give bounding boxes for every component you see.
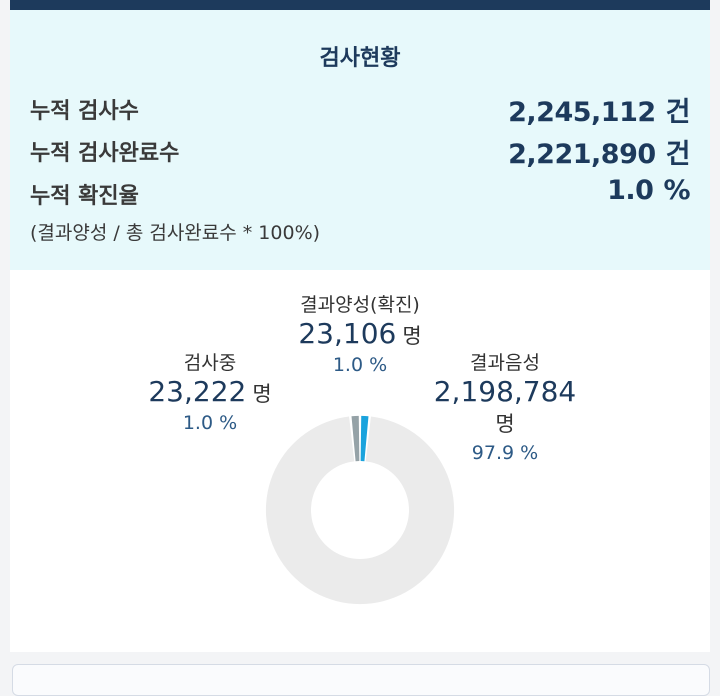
positive-rate-unit: %	[663, 175, 690, 206]
total-tests-label: 누적 검사수	[30, 99, 139, 124]
negative-name: 결과음성	[470, 352, 540, 374]
test-status-panel: 검사현황 누적 검사수 2,245,112 건 누적 검사완료수 2,221,89…	[10, 10, 710, 270]
positive-rate-number: 1.0	[607, 175, 654, 206]
total-tests-number: 2,245,112	[508, 97, 656, 128]
positive-count: 23,106 명	[240, 317, 480, 350]
next-section-card	[12, 664, 710, 696]
positive-percent: 1.0 %	[332, 354, 388, 376]
positive-rate-value: 1.0%	[607, 175, 690, 206]
positive-segment-label: 결과양성(확진) 23,106 명 1.0 %	[240, 290, 480, 376]
donut-slice-pending	[351, 415, 360, 462]
pending-count-unit: 명	[252, 382, 272, 406]
negative-percent: 97.9 %	[471, 442, 539, 464]
negative-segment-label: 결과음성 2,198,784 명 97.9 %	[420, 348, 590, 464]
top-accent-bar	[10, 0, 710, 10]
pending-percent: 1.0 %	[182, 412, 238, 434]
positive-rate-label: 누적 확진율	[30, 184, 139, 209]
completed-tests-unit: 건	[665, 139, 691, 170]
test-result-donut-chart	[265, 415, 455, 605]
negative-count-number: 2,198,784	[433, 375, 577, 408]
positive-name: 결과양성(확진)	[300, 294, 420, 316]
negative-count-unit: 명	[495, 412, 515, 436]
total-tests-unit: 건	[665, 97, 691, 128]
pending-segment-label: 검사중 23,222 명 1.0 %	[130, 348, 290, 434]
completed-tests-value: 2,221,890 건	[508, 132, 690, 171]
pending-count: 23,222 명	[130, 375, 290, 408]
donut-slice-positive	[360, 415, 369, 462]
panel-title: 검사현황	[319, 46, 401, 71]
total-tests-value: 2,245,112 건	[508, 90, 690, 129]
positive-rate-formula-note: (결과양성 / 총 검사완료수 * 100%)	[30, 222, 321, 244]
positive-count-unit: 명	[402, 324, 422, 348]
pending-count-number: 23,222	[148, 375, 247, 408]
donut-slice-negative	[265, 416, 455, 605]
completed-tests-label: 누적 검사완료수	[30, 141, 180, 166]
completed-tests-number: 2,221,890	[508, 139, 656, 170]
test-result-chart-panel: 결과양성(확진) 23,106 명 1.0 % 검사중 23,222 명 1.0 %…	[10, 270, 710, 652]
pending-name: 검사중	[183, 352, 237, 374]
positive-count-number: 23,106	[298, 317, 397, 350]
